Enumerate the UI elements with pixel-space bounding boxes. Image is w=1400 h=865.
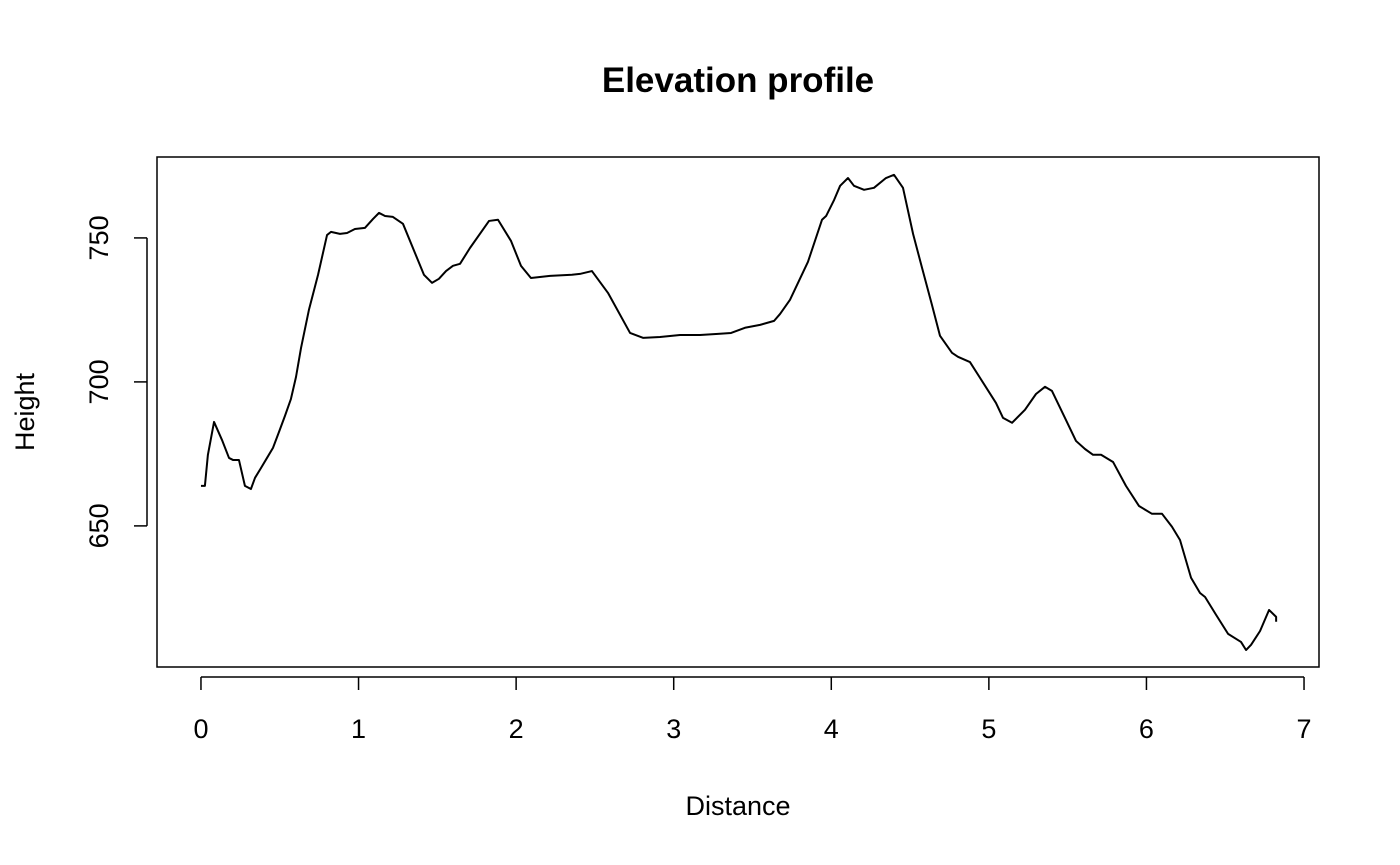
x-tick-label: 7 xyxy=(1297,714,1312,744)
x-axis-label: Distance xyxy=(685,791,790,821)
x-tick-label: 1 xyxy=(351,714,366,744)
x-tick-label: 5 xyxy=(981,714,996,744)
x-tick-label: 2 xyxy=(509,714,524,744)
data-line xyxy=(200,173,1278,652)
y-axis-label: Height xyxy=(10,372,40,451)
plot-frame xyxy=(156,156,1320,668)
x-tick-label: 6 xyxy=(1139,714,1154,744)
x-tick-label: 3 xyxy=(666,714,681,744)
y-tick-label: 650 xyxy=(84,503,114,548)
y-tick-label: 750 xyxy=(84,215,114,260)
x-tick-label: 0 xyxy=(193,714,208,744)
chart-title: Elevation profile xyxy=(602,61,874,100)
x-tick-label: 4 xyxy=(824,714,839,744)
y-tick-label: 700 xyxy=(84,359,114,404)
